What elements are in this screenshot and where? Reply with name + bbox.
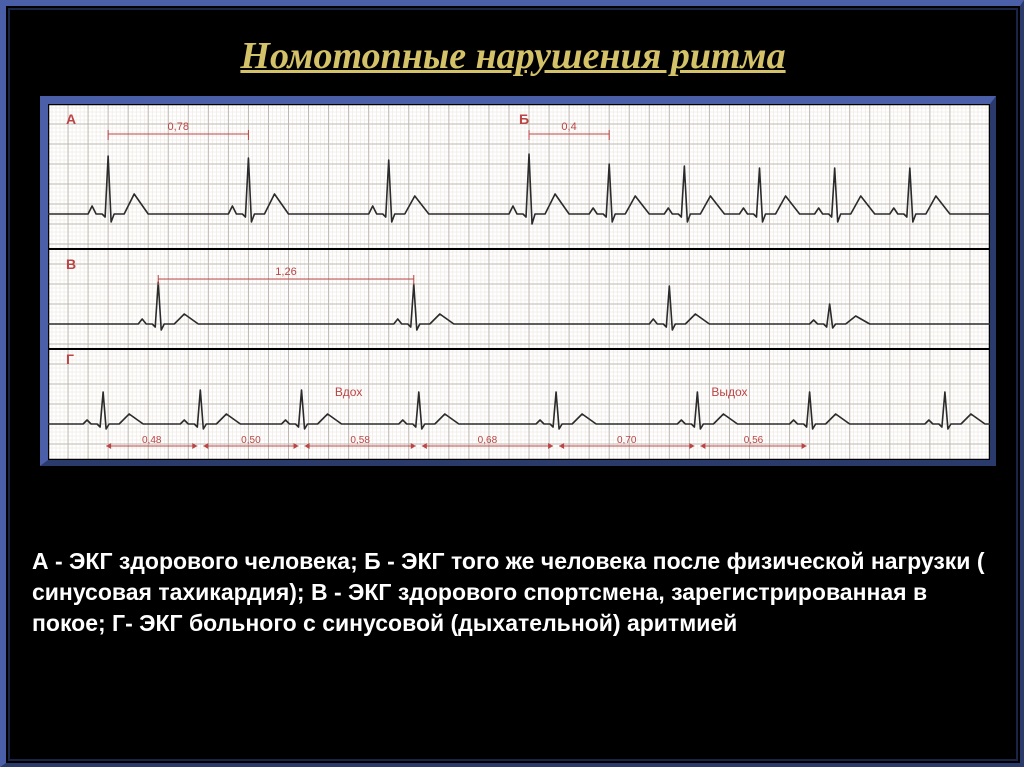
svg-text:0,48: 0,48 [142, 435, 162, 446]
svg-text:0,70: 0,70 [617, 435, 637, 446]
svg-text:0,50: 0,50 [241, 435, 261, 446]
svg-text:0,58: 0,58 [350, 435, 370, 446]
svg-text:1,26: 1,26 [275, 266, 296, 278]
svg-text:Б: Б [519, 111, 529, 127]
ecg-panel: А Б 0,78 0,4 В 1,26 Г Вдох Выдох 0,48 0,50 0,58 0,68… [40, 96, 996, 466]
svg-text:В: В [66, 256, 76, 272]
ecg-chart: А Б 0,78 0,4 В 1,26 Г Вдох Выдох 0,48 0,50 0,58 0,68… [48, 104, 990, 460]
svg-text:А: А [66, 111, 76, 127]
svg-text:0,4: 0,4 [561, 121, 576, 133]
svg-text:Г: Г [66, 351, 74, 367]
caption-text: А - ЭКГ здорового человека; Б - ЭКГ того… [32, 546, 1004, 639]
svg-text:0,56: 0,56 [744, 435, 764, 446]
svg-text:Вдох: Вдох [335, 385, 362, 399]
slide-frame: Номотопные нарушения ритма АБ0,780,4В1,2… [0, 0, 1024, 767]
svg-text:Выдох: Выдох [711, 385, 747, 399]
svg-text:0,68: 0,68 [478, 435, 498, 446]
svg-text:0,78: 0,78 [168, 121, 189, 133]
